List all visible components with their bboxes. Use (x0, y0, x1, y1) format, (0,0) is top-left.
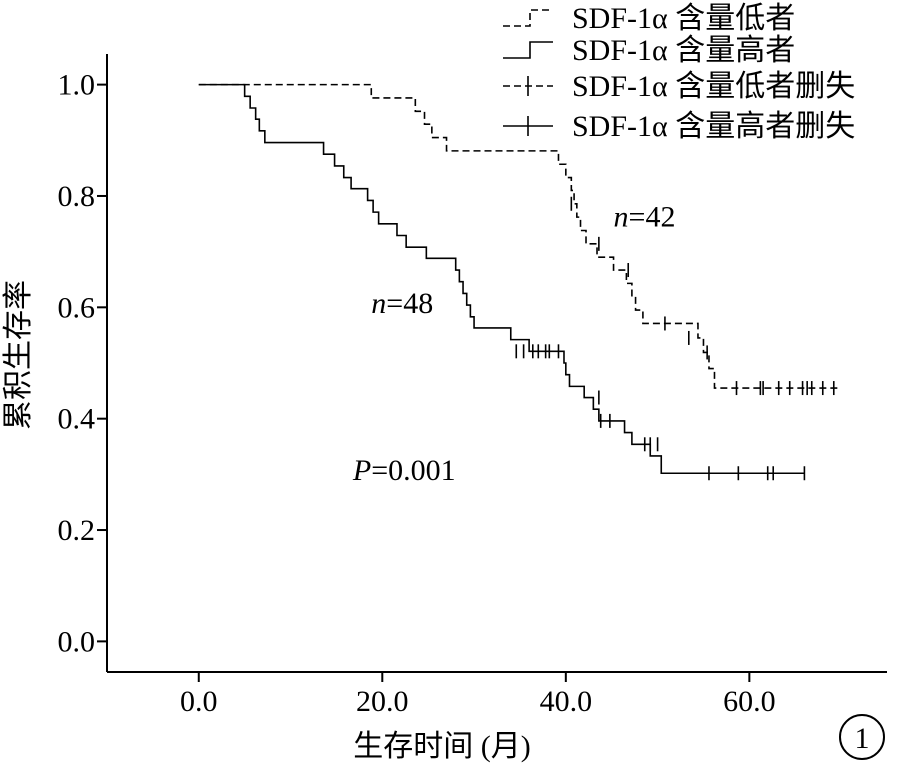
y-tick-label: 0.4 (58, 403, 96, 436)
legend-item: SDF-1α 含量低者 (503, 2, 795, 35)
annotations: n=42n=48P=0.001 (352, 201, 676, 487)
y-tick-label: 1.0 (58, 69, 96, 102)
x-axis-label: 生存时间 (月) (353, 730, 530, 763)
annotation-italic: n (371, 287, 386, 320)
low-sdf1-survival-line (198, 83, 842, 389)
annotation: n=42 (614, 201, 676, 234)
x-tick-label: 0.0 (180, 685, 218, 718)
legend-label: SDF-1α 含量低者 (572, 2, 795, 35)
legend-swatch (503, 9, 553, 27)
x-tick-label: 40.0 (540, 685, 593, 718)
annotation: n=48 (371, 287, 433, 320)
high-sdf1-survival-line (198, 83, 805, 475)
figure-number: 1 (855, 722, 870, 755)
annotation-text: =0.001 (371, 454, 455, 487)
legend-item: SDF-1α 含量高者删失 (503, 110, 855, 143)
legend-item: SDF-1α 含量高者 (503, 34, 795, 67)
legend-label: SDF-1α 含量低者删失 (572, 70, 855, 103)
legend-item: SDF-1α 含量低者删失 (503, 70, 855, 103)
figure-number-circle (839, 714, 885, 760)
legend-label: SDF-1α 含量高者 (572, 34, 795, 67)
legend-label: SDF-1α 含量高者删失 (572, 110, 855, 143)
annotation-text: =42 (629, 201, 676, 234)
y-axis-label: 累积生存率 (2, 280, 35, 430)
legend-swatch (503, 41, 553, 59)
axes: 0.0 20.0 40.0 60.0 0.0 0.2 0.4 0.6 0.8 1.0 (58, 54, 887, 718)
y-tick-label: 0.6 (58, 291, 96, 324)
y-tick-label: 0.0 (58, 625, 96, 658)
annotation-italic: P (352, 454, 371, 487)
x-tick-label: 60.0 (723, 685, 776, 718)
y-tick-label: 0.8 (58, 180, 96, 213)
y-tick-label: 0.2 (58, 514, 96, 547)
annotation-italic: n (614, 201, 629, 234)
annotation: P=0.001 (352, 454, 456, 487)
annotation-text: =48 (386, 287, 433, 320)
series-layer (198, 83, 842, 481)
x-tick-label: 20.0 (356, 685, 409, 718)
figure-number-badge: 1 (839, 714, 885, 760)
